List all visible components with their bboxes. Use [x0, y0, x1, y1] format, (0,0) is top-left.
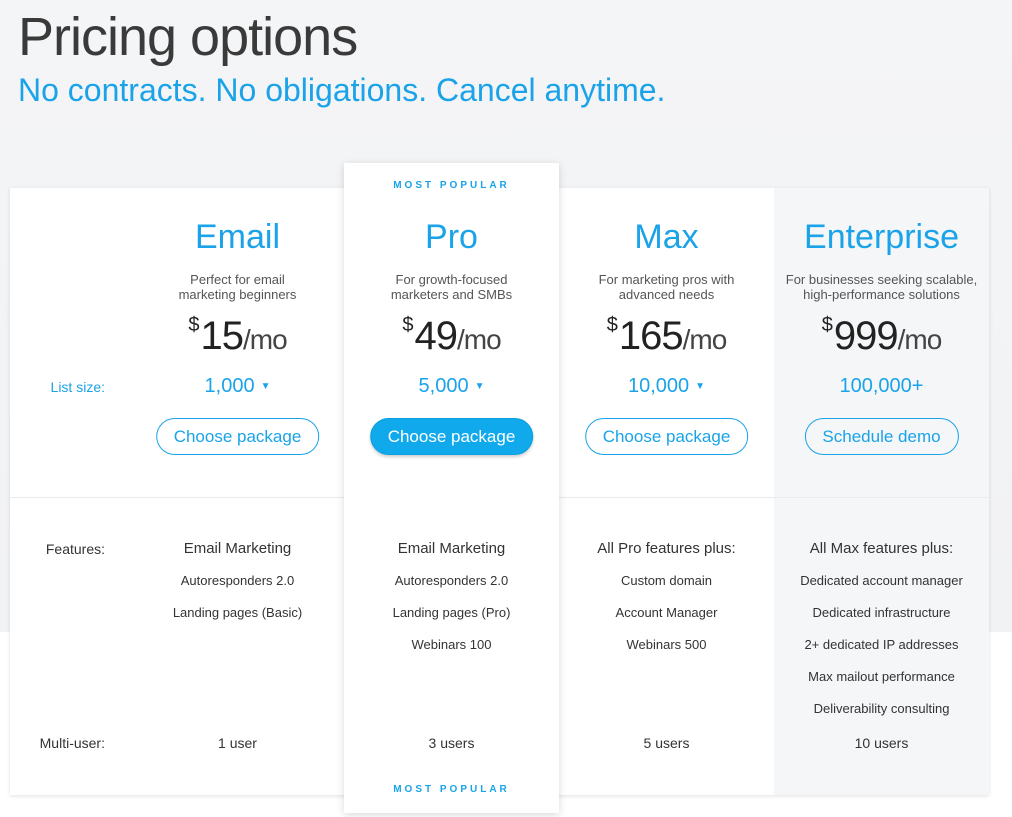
features-header: Email Marketing — [397, 540, 506, 557]
user-count: 3 users — [428, 735, 475, 751]
plan-name: Enterprise — [804, 218, 959, 256]
enterprise-column-background — [774, 188, 989, 795]
caret-down-icon: ▼ — [474, 381, 485, 392]
currency: $ — [606, 314, 618, 336]
schedule-demo-button[interactable]: Schedule demo — [804, 418, 959, 455]
plan-price: $999/mo — [774, 314, 989, 359]
user-count: 1 user — [218, 735, 257, 751]
plan-price: $15/mo — [130, 314, 345, 359]
description-line: marketing beginners — [178, 287, 297, 302]
multi-user-label: Multi-user: — [39, 735, 105, 751]
description-line: For marketing pros with — [598, 272, 735, 287]
currency: $ — [402, 314, 413, 336]
description-line: high-performance solutions — [803, 287, 960, 302]
feature-item: Landing pages (Basic) — [172, 605, 303, 620]
caret-down-icon: ▼ — [695, 381, 706, 392]
list-size-select[interactable]: 1,000 ▼ — [130, 375, 345, 398]
price-period: /mo — [242, 324, 288, 355]
list-size-select[interactable]: 10,000 ▼ — [559, 375, 774, 398]
price-period: /mo — [897, 324, 943, 355]
list-size-select[interactable]: 5,000 ▼ — [344, 375, 559, 398]
feature-item: Landing pages (Pro) — [392, 605, 511, 620]
description-line: For businesses seeking scalable, — [785, 272, 978, 287]
features-header: All Pro features plus: — [597, 540, 736, 557]
plan-name: Email — [194, 218, 281, 256]
feature-item: 2+ dedicated IP addresses — [804, 637, 959, 652]
list-size-value: 10,000 — [627, 375, 690, 397]
features-header: Email Marketing — [183, 540, 292, 557]
price-amount: 999 — [833, 314, 899, 358]
plan-description: For marketing pros with advanced needs — [559, 272, 774, 302]
user-count: 10 users — [854, 735, 909, 751]
feature-item: Autoresponders 2.0 — [180, 573, 295, 588]
feature-item: Max mailout performance — [808, 669, 955, 684]
description-line: Perfect for email — [190, 272, 285, 287]
plan-column-max: Max For marketing pros with advanced need… — [559, 188, 774, 795]
feature-item: Dedicated account manager — [800, 573, 963, 588]
feature-item: Custom domain — [620, 573, 713, 588]
plan-column-enterprise: Enterprise For businesses seeking scalab… — [774, 188, 989, 795]
page-subtitle: No contracts. No obligations. Cancel any… — [18, 72, 666, 108]
choose-package-button[interactable]: Choose package — [584, 418, 749, 455]
description-line: advanced needs — [618, 287, 715, 302]
list-size-value: 1,000 — [204, 375, 255, 397]
feature-item: Dedicated infrastructure — [812, 605, 951, 620]
choose-package-button[interactable]: Choose package — [155, 418, 320, 455]
feature-item: Webinars 100 — [411, 637, 492, 652]
features-header: All Max features plus: — [809, 540, 954, 557]
features-label: Features: — [45, 541, 105, 557]
list-size-value: 100,000+ — [839, 375, 924, 397]
plan-name: Pro — [425, 218, 478, 256]
price-amount: 15 — [200, 314, 243, 358]
plan-column-pro: MOST POPULAR MOST POPULAR Pro For growth-f… — [344, 163, 559, 813]
price-period: /mo — [456, 324, 502, 355]
currency: $ — [188, 314, 199, 336]
list-size-select: 100,000+ — [774, 375, 989, 398]
feature-item: Account Manager — [615, 605, 718, 620]
most-popular-badge: MOST POPULAR — [393, 180, 510, 191]
most-popular-badge-bottom: MOST POPULAR — [393, 784, 510, 795]
description-line: For growth-focused — [395, 272, 508, 287]
description-line: marketers and SMBs — [390, 287, 513, 302]
feature-item: Webinars 500 — [626, 637, 707, 652]
plan-price: $165/mo — [559, 314, 774, 359]
plan-description: Perfect for email marketing beginners — [130, 272, 345, 302]
price-period: /mo — [682, 324, 728, 355]
plan-price: $49/mo — [344, 314, 559, 359]
choose-package-button[interactable]: Choose package — [369, 418, 534, 455]
currency: $ — [821, 314, 833, 336]
page-title: Pricing options — [18, 7, 358, 67]
plan-name: Max — [634, 218, 699, 256]
plan-description: For businesses seeking scalable, high-per… — [774, 272, 989, 302]
list-size-label: List size: — [50, 379, 105, 395]
price-amount: 49 — [414, 314, 457, 358]
plan-description: For growth-focused marketers and SMBs — [344, 272, 559, 302]
user-count: 5 users — [643, 735, 690, 751]
price-amount: 165 — [618, 314, 684, 358]
plan-column-email: Email Perfect for email marketing beginne… — [130, 188, 345, 795]
feature-item: Deliverability consulting — [813, 701, 950, 716]
feature-item: Autoresponders 2.0 — [394, 573, 509, 588]
caret-down-icon: ▼ — [260, 381, 271, 392]
list-size-value: 5,000 — [418, 375, 469, 397]
